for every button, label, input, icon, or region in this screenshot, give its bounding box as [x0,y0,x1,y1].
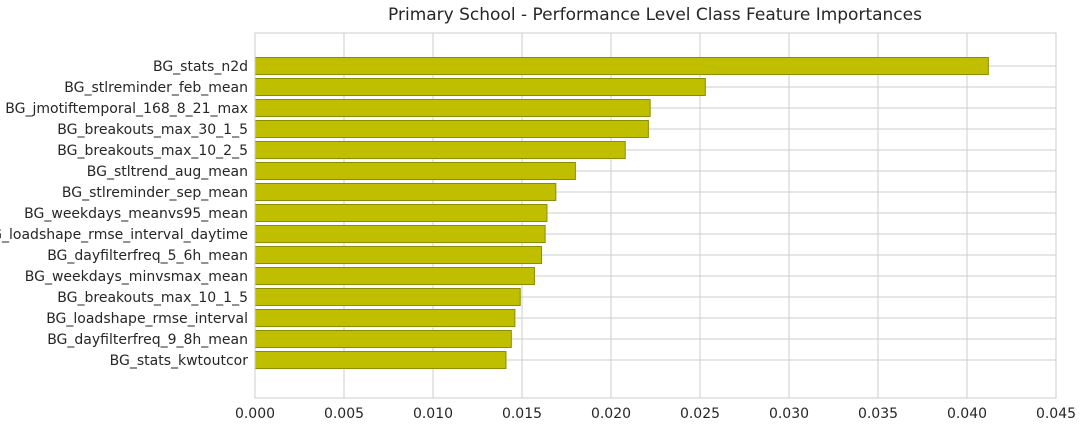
x-tick-label: 0.025 [680,406,720,422]
y-tick-label: BG_weekdays_minvsmax_mean [25,269,248,285]
bar-BG_breakouts_max_10_1_5 [254,288,521,306]
y-tick-label: BG_stats_kwtoutcor [110,353,249,369]
y-tick-label: BG_weekdays_meanvs95_mean [24,206,248,222]
y-tick-label: BG_loadshape_rmse_interval_daytime [0,227,248,243]
x-tick-label: 0.015 [502,406,542,422]
y-tick-label: BG_stlreminder_feb_mean [64,80,248,96]
bar-BG_stats_kwtoutcor [254,351,507,369]
chart-title: Primary School - Performance Level Class… [388,5,922,25]
bar-BG_breakouts_max_10_2_5 [254,141,626,159]
bar-BG_stlreminder_feb_mean [254,78,706,96]
bar-BG_loadshape_rmse_interval [254,309,516,327]
x-tick-label: 0.005 [324,406,364,422]
y-tick-label: BG_stats_n2d [153,59,248,75]
x-tick-label: 0.035 [858,406,898,422]
x-tick-label: 0.045 [1036,406,1076,422]
y-tick-label: BG_breakouts_max_10_1_5 [57,290,248,306]
bar-BG_stats_n2d [254,57,989,75]
bar-BG_stltrend_aug_mean [254,162,576,180]
x-tick-label: 0.020 [591,406,631,422]
bar-BG_stlreminder_sep_mean [254,183,557,201]
y-tick-label: BG_loadshape_rmse_interval [46,311,248,327]
x-tick-label: 0.030 [769,406,809,422]
bar-BG_loadshape_rmse_interval_daytime [254,225,546,243]
plot-frame [254,32,1057,399]
x-tick-label: 0.000 [235,406,275,422]
bar-BG_weekdays_minvsmax_mean [254,267,535,285]
bar-BG_jmotiftemporal_168_8_21_max [254,99,651,117]
y-tick-label: BG_stltrend_aug_mean [87,164,248,180]
y-tick-label: BG_dayfilterfreq_9_8h_mean [47,332,248,348]
category-labels: BG_stats_n2d BG_stlreminder_feb_mean BG_jm… [0,59,248,369]
x-tick-label: 0.040 [947,406,987,422]
x-tick-labels: 0.000 0.005 0.010 0.015 0.020 0.025 0.030 0.035… [235,406,1076,422]
bar-BG_dayfilterfreq_5_6h_mean [254,246,543,264]
y-tick-label: BG_stlreminder_sep_mean [62,185,248,201]
bar-BG_breakouts_max_30_1_5 [254,120,649,138]
bar-BG_dayfilterfreq_9_8h_mean [254,330,512,348]
y-tick-label: BG_jmotiftemporal_168_8_21_max [5,101,248,117]
y-tick-label: BG_dayfilterfreq_5_6h_mean [47,248,248,264]
bar-BG_weekdays_meanvs95_mean [254,204,548,222]
y-tick-label: BG_breakouts_max_10_2_5 [57,143,248,159]
x-tick-label: 0.010 [413,406,453,422]
y-tick-label: BG_breakouts_max_30_1_5 [57,122,248,138]
